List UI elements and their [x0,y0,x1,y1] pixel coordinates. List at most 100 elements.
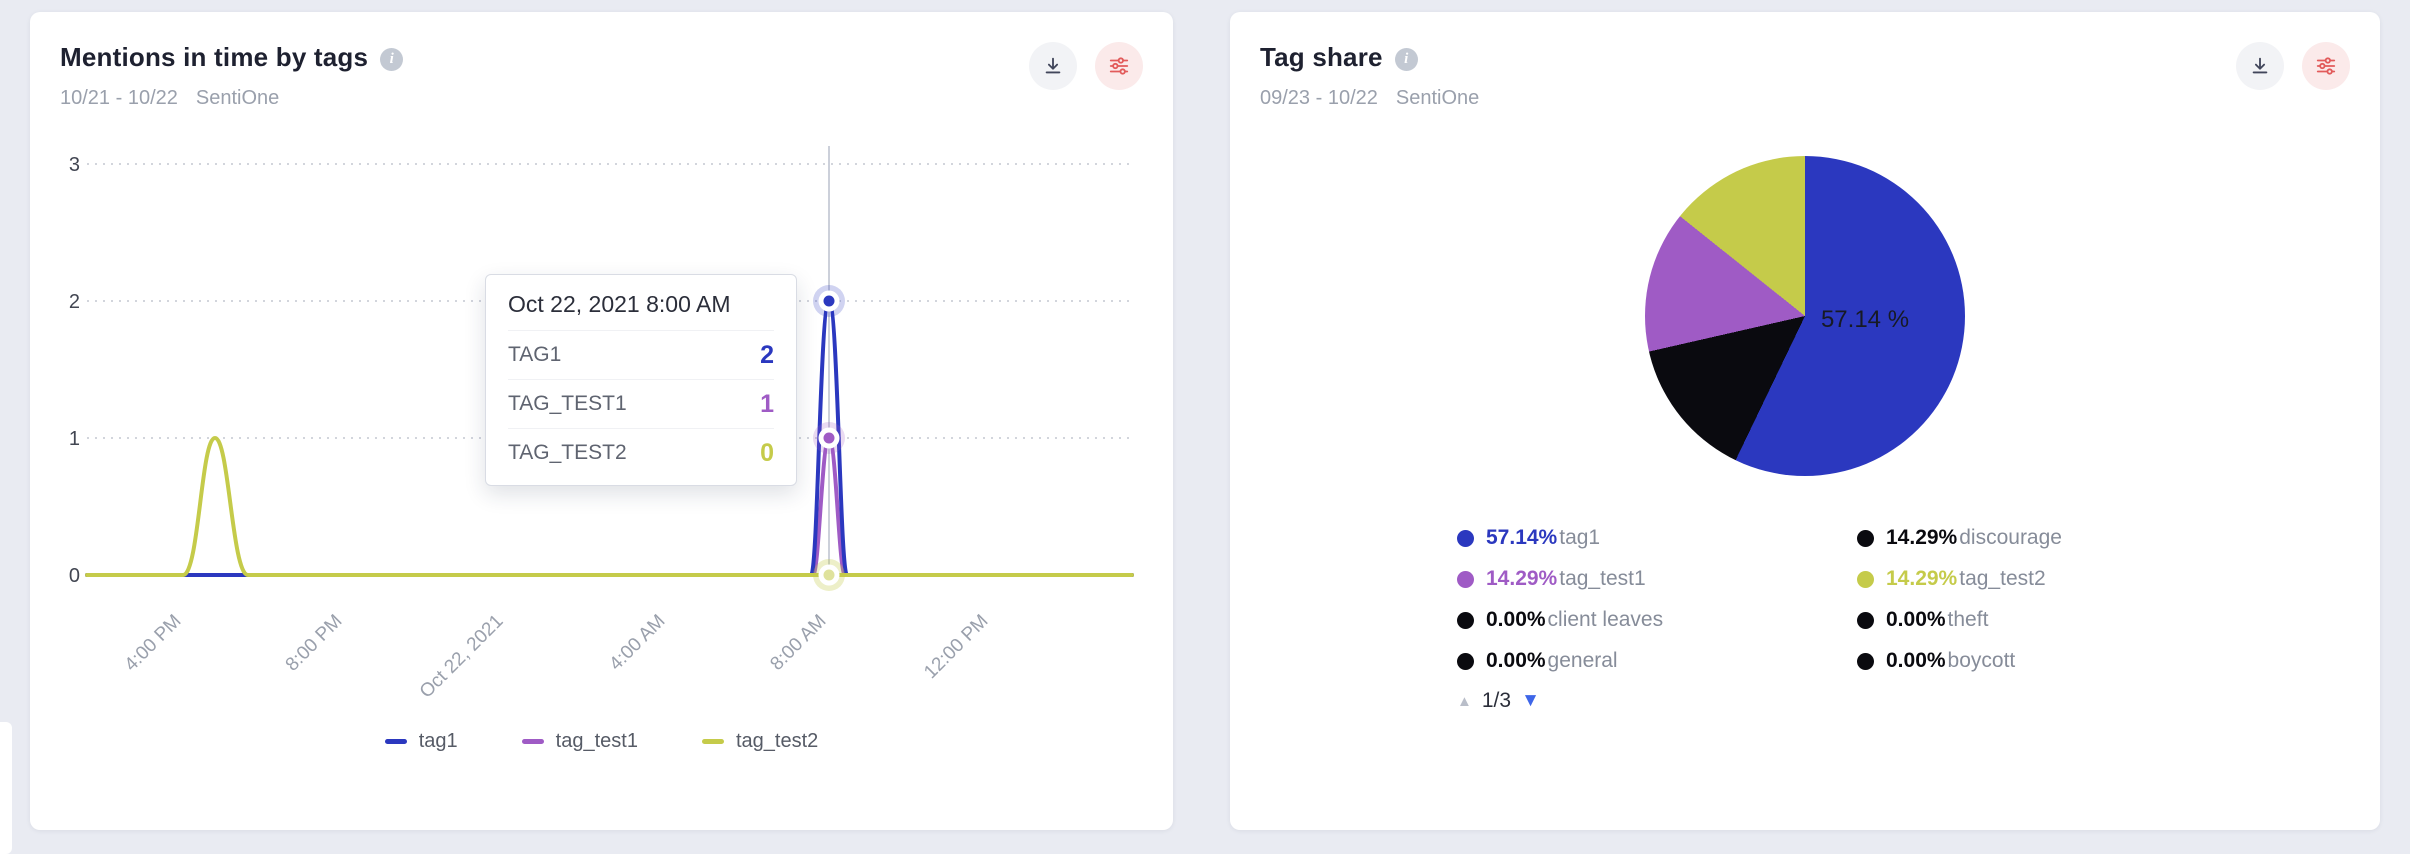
legend-item-tag_test1[interactable]: 14.29% tag_test1 [1457,567,1857,591]
tag-share-card-actions [2236,42,2350,90]
x-axis-tick-label: 12:00 PM [920,611,992,683]
pie-legend-column-1: 57.14% tag1 14.29% tag_test1 0.00% clien… [1457,526,1857,673]
legend-item-tag_test2[interactable]: 14.29% tag_test2 [1857,567,2257,591]
y-axis-tick-label: 0 [69,565,80,587]
y-axis-tick-label: 1 [69,428,80,450]
legend-dot [1857,529,1874,547]
legend-name: general [1547,649,1618,672]
legend-percent: 14.29% [1886,526,1958,549]
tooltip-row: TAG_TEST2 0 [508,428,774,477]
tooltip-row: TAG1 2 [508,330,774,379]
hover-marker-tag_test1 [813,422,845,454]
page-up-icon[interactable]: ▲ [1457,692,1472,710]
pie-legend-column-2: 14.29% discourage 14.29% tag_test2 0.00%… [1857,526,2257,673]
legend-percent: 57.14% [1486,526,1558,549]
legend-label: tag1 [418,730,458,752]
mentions-card-title: Mentions in time by tags [60,42,369,72]
legend-item-theft[interactable]: 0.00% theft [1857,608,2257,632]
legend-percent: 0.00% [1886,608,1946,631]
legend-name: tag_test1 [1559,567,1646,590]
legend-label: tag_test2 [735,730,819,752]
pie-chart-area: 57.14 % [1645,156,1965,476]
legend-dot [1857,652,1874,670]
legend-dot [1457,611,1474,629]
download-button[interactable] [2236,42,2284,90]
y-axis-tick-label: 2 [69,291,80,313]
legend-item-boycott[interactable]: 0.00% boycott [1857,649,2257,673]
series-line-tag_test2 [85,436,1134,577]
y-axis-tick-label: 3 [69,154,80,176]
mentions-card-actions [1029,42,1143,90]
tag-share-date-range: 09/23 - 10/22 [1260,87,1378,109]
pie-slice-label: 57.14 % [1820,306,1910,333]
legend-dot [1457,529,1474,547]
tag-share-card-header: Tag share i 09/23 - 10/22 SentiOne [1260,42,2350,110]
hover-marker-tag1 [813,285,845,317]
filter-sliders-icon [2316,57,2336,75]
info-icon[interactable]: i [1394,47,1418,71]
tooltip-series-value: 1 [760,389,774,418]
pie-chart[interactable] [1645,156,1965,476]
line-chart-svg: 3 2 1 0 [69,146,1134,703]
page-edge-strip [0,722,12,854]
legend-name: boycott [1947,649,2016,672]
mentions-source-label: SentiOne [195,87,280,109]
tooltip-series-label: TAG_TEST1 [508,392,627,415]
legend-pagination: ▲ 1/3 ▼ [1457,689,2350,713]
download-button[interactable] [1029,42,1077,90]
hover-marker-tag_test2 [813,559,845,591]
legend-dot [1457,570,1474,588]
legend-item-discourage[interactable]: 14.29% discourage [1857,526,2257,550]
x-axis-tick-label: 4:00 AM [605,611,669,675]
legend-label: tag_test1 [555,730,638,752]
legend-dash [384,739,407,744]
tooltip-series-label: TAG1 [508,343,562,366]
tooltip-title: Oct 22, 2021 8:00 AM [508,291,731,317]
tooltip-row: TAG_TEST1 1 [508,379,774,428]
mentions-date-range: 10/21 - 10/22 [60,87,178,109]
tooltip-series-label: TAG_TEST2 [508,441,627,464]
legend-item-client-leaves[interactable]: 0.00% client leaves [1457,608,1857,632]
filter-sliders-icon [1109,57,1129,75]
legend-percent: 0.00% [1486,649,1546,672]
mentions-card-header: Mentions in time by tags i 10/21 - 10/22… [60,42,1143,110]
x-axis-tick-label: 8:00 AM [766,611,830,675]
filter-button[interactable] [2302,42,2350,90]
tag-share-card-title: Tag share [1260,42,1383,72]
line-chart-legend: tag1 tag_test1 tag_test2 [60,730,1143,753]
mentions-card-heading: Mentions in time by tags i 10/21 - 10/22… [60,42,404,110]
legend-dot [1857,570,1874,588]
legend-item-tag1[interactable]: 57.14% tag1 [1457,526,1857,550]
legend-dash [701,739,724,744]
page-indicator: 1/3 [1481,689,1512,712]
legend-name: tag1 [1559,526,1601,549]
download-icon [1045,57,1061,74]
legend-item-tag_test1[interactable]: tag_test1 [521,730,638,753]
page-down-icon[interactable]: ▼ [1521,690,1540,711]
x-axis-tick-label: Oct 22, 2021 [416,611,508,703]
legend-name: tag_test2 [1959,567,2046,590]
info-icon[interactable]: i [380,47,404,71]
pie-legend: 57.14% tag1 14.29% tag_test1 0.00% clien… [1457,526,2350,673]
legend-dot [1857,611,1874,629]
tag-share-card-heading: Tag share i 09/23 - 10/22 SentiOne [1260,42,1479,110]
line-chart[interactable]: 3 2 1 0 [60,124,1143,714]
legend-name: discourage [1959,526,2062,549]
legend-percent: 14.29% [1486,567,1558,590]
mentions-in-time-card: Mentions in time by tags i 10/21 - 10/22… [30,12,1173,830]
tag-share-source-label: SentiOne [1395,87,1480,109]
filter-button[interactable] [1095,42,1143,90]
legend-item-general[interactable]: 0.00% general [1457,649,1857,673]
tooltip-series-value: 0 [760,438,774,467]
legend-percent: 0.00% [1886,649,1946,672]
legend-percent: 14.29% [1886,567,1958,590]
x-axis-tick-label: 8:00 PM [282,611,347,676]
legend-percent: 0.00% [1486,608,1546,631]
legend-item-tag1[interactable]: tag1 [384,730,458,753]
legend-name: client leaves [1547,608,1664,631]
legend-dot [1457,652,1474,670]
tooltip-series-value: 2 [760,340,774,369]
chart-tooltip: Oct 22, 2021 8:00 AM TAG1 2 TAG_TEST1 1 … [485,274,797,486]
legend-item-tag_test2[interactable]: tag_test2 [701,730,819,753]
legend-name: theft [1947,608,1989,631]
